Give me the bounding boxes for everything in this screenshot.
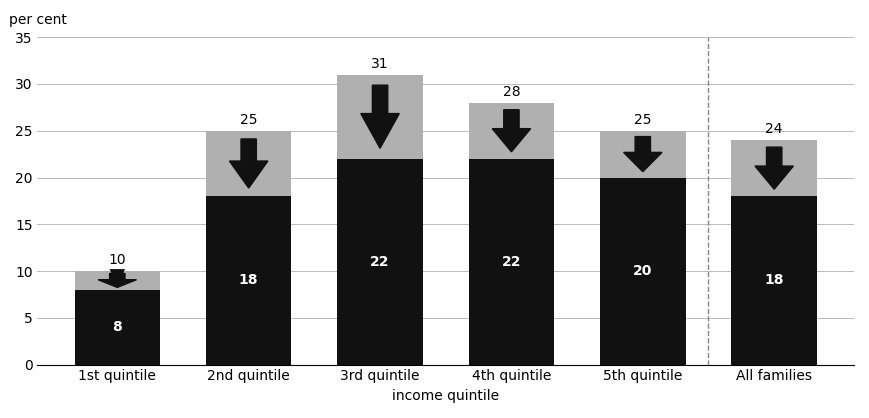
Bar	[600, 131, 686, 178]
FancyArrow shape	[98, 273, 136, 288]
Bar	[732, 196, 817, 364]
Text: per cent: per cent	[9, 13, 67, 26]
Text: 18: 18	[239, 273, 258, 288]
Bar	[206, 131, 291, 196]
Bar	[468, 159, 554, 364]
Bar	[732, 140, 817, 196]
Bar	[206, 196, 291, 364]
Text: 31: 31	[371, 57, 388, 71]
Text: 10: 10	[109, 253, 126, 267]
Bar	[75, 271, 160, 290]
Text: 8: 8	[112, 320, 123, 334]
Text: 25: 25	[240, 113, 257, 127]
Text: 22: 22	[370, 255, 390, 269]
FancyArrow shape	[624, 137, 662, 172]
Text: 25: 25	[634, 113, 652, 127]
Text: 22: 22	[501, 255, 521, 269]
Text: 24: 24	[766, 122, 783, 136]
FancyArrow shape	[492, 110, 531, 152]
Bar	[337, 159, 422, 364]
Text: 20: 20	[634, 264, 653, 278]
FancyArrow shape	[361, 85, 399, 148]
X-axis label: income quintile: income quintile	[392, 389, 500, 403]
Bar	[75, 290, 160, 364]
Bar	[468, 103, 554, 159]
Bar	[600, 178, 686, 364]
Text: 18: 18	[765, 273, 784, 288]
Bar	[337, 75, 422, 159]
FancyArrow shape	[229, 139, 268, 188]
Text: 28: 28	[502, 85, 521, 99]
FancyArrow shape	[755, 147, 793, 189]
